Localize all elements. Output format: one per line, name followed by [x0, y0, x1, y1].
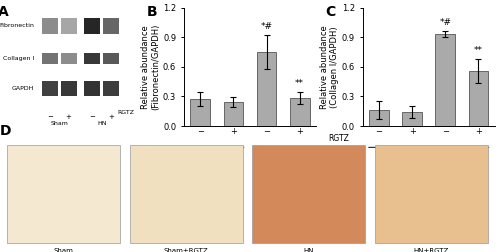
- Text: HN+RGTZ: HN+RGTZ: [414, 248, 449, 252]
- Bar: [224, 102, 244, 126]
- FancyBboxPatch shape: [42, 53, 58, 65]
- Text: Sham: Sham: [50, 121, 68, 126]
- Bar: [402, 112, 422, 126]
- Text: D: D: [0, 124, 12, 138]
- FancyBboxPatch shape: [42, 18, 58, 34]
- Text: HN: HN: [278, 157, 289, 166]
- FancyBboxPatch shape: [60, 81, 76, 96]
- Text: HN: HN: [456, 157, 468, 166]
- FancyBboxPatch shape: [8, 145, 120, 242]
- FancyBboxPatch shape: [103, 81, 119, 96]
- Text: HN: HN: [97, 121, 106, 126]
- Text: *#: *#: [260, 22, 272, 31]
- Text: Sham: Sham: [54, 248, 74, 252]
- Text: Sham: Sham: [385, 157, 406, 166]
- Bar: [256, 52, 276, 126]
- Text: −: −: [47, 113, 53, 119]
- Text: C: C: [326, 5, 336, 19]
- Bar: [190, 99, 210, 126]
- FancyBboxPatch shape: [42, 81, 58, 96]
- Text: GAPDH: GAPDH: [12, 86, 34, 91]
- FancyBboxPatch shape: [60, 18, 76, 34]
- Text: RGTZ: RGTZ: [118, 110, 135, 115]
- Bar: [290, 98, 310, 126]
- Text: Sham+RGTZ: Sham+RGTZ: [164, 248, 208, 252]
- Text: −: −: [90, 113, 96, 119]
- Text: A: A: [0, 5, 9, 19]
- FancyBboxPatch shape: [252, 145, 365, 242]
- FancyBboxPatch shape: [375, 145, 488, 242]
- FancyBboxPatch shape: [84, 18, 100, 34]
- Text: B: B: [146, 5, 158, 19]
- Y-axis label: Relative abundance
(Fibronectin/GAPDH): Relative abundance (Fibronectin/GAPDH): [140, 24, 160, 110]
- Text: HN: HN: [304, 248, 314, 252]
- Y-axis label: Relative abundance
(Collagen I/GAPDH): Relative abundance (Collagen I/GAPDH): [320, 25, 339, 109]
- FancyBboxPatch shape: [84, 81, 100, 96]
- Text: +: +: [108, 113, 114, 119]
- Text: **: **: [295, 79, 304, 88]
- Text: RGTZ: RGTZ: [328, 134, 348, 143]
- Text: Sham: Sham: [206, 157, 228, 166]
- Text: Fibronectin: Fibronectin: [0, 23, 34, 28]
- Text: *#: *#: [440, 18, 452, 27]
- Bar: [436, 34, 456, 126]
- FancyBboxPatch shape: [103, 18, 119, 34]
- Text: +: +: [66, 113, 71, 119]
- Bar: [468, 71, 488, 126]
- Text: **: **: [474, 46, 483, 55]
- FancyBboxPatch shape: [103, 53, 119, 65]
- FancyBboxPatch shape: [130, 145, 242, 242]
- Bar: [369, 110, 389, 126]
- FancyBboxPatch shape: [84, 53, 100, 65]
- Text: Collagen I: Collagen I: [3, 56, 34, 61]
- FancyBboxPatch shape: [60, 53, 76, 65]
